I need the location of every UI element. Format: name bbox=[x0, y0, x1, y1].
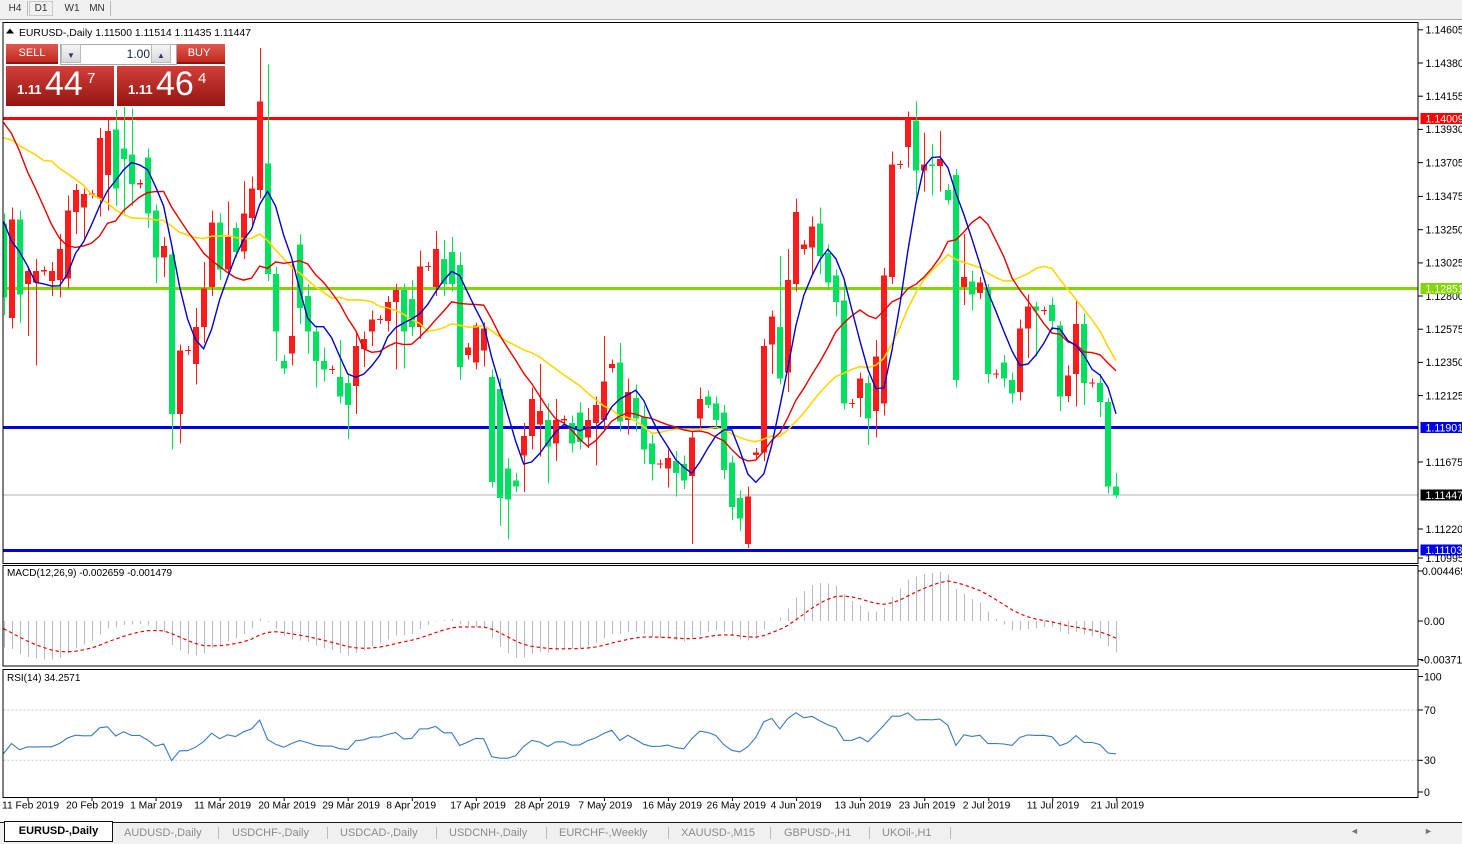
svg-text:1.14605: 1.14605 bbox=[1426, 25, 1462, 37]
svg-text:17 Apr 2019: 17 Apr 2019 bbox=[450, 801, 506, 812]
svg-text:1.11901: 1.11901 bbox=[1426, 422, 1462, 434]
svg-text:13 Jun 2019: 13 Jun 2019 bbox=[835, 801, 892, 812]
svg-text:EURUSD-,Daily 1.11500 1.11514: EURUSD-,Daily 1.11500 1.11514 1.11435 1.… bbox=[19, 28, 251, 39]
svg-text:1.14009: 1.14009 bbox=[1426, 113, 1462, 125]
svg-text:-0.003715: -0.003715 bbox=[1421, 654, 1462, 666]
svg-text:23 Jun 2019: 23 Jun 2019 bbox=[899, 801, 956, 812]
svg-text:20 Mar 2019: 20 Mar 2019 bbox=[258, 801, 316, 812]
svg-text:1.13705: 1.13705 bbox=[1426, 157, 1462, 169]
svg-text:70: 70 bbox=[1424, 705, 1436, 717]
svg-text:1.12125: 1.12125 bbox=[1426, 390, 1462, 402]
svg-text:2 Jul 2019: 2 Jul 2019 bbox=[963, 801, 1011, 812]
svg-text:11 Feb 2019: 11 Feb 2019 bbox=[2, 801, 59, 812]
svg-text:1.13475: 1.13475 bbox=[1426, 191, 1462, 203]
svg-text:26 May 2019: 26 May 2019 bbox=[707, 801, 767, 812]
svg-text:1.14155: 1.14155 bbox=[1426, 91, 1462, 103]
svg-text:21 Jul 2019: 21 Jul 2019 bbox=[1091, 801, 1145, 812]
svg-text:1.13930: 1.13930 bbox=[1426, 124, 1462, 136]
svg-text:1.12575: 1.12575 bbox=[1426, 324, 1462, 336]
svg-text:28 Apr 2019: 28 Apr 2019 bbox=[514, 801, 570, 812]
svg-text:1.14380: 1.14380 bbox=[1426, 58, 1462, 70]
svg-text:1.12851: 1.12851 bbox=[1426, 283, 1462, 295]
svg-text:29 Mar 2019: 29 Mar 2019 bbox=[322, 801, 380, 812]
svg-text:7 May 2019: 7 May 2019 bbox=[578, 801, 632, 812]
svg-text:11 Mar 2019: 11 Mar 2019 bbox=[194, 801, 251, 812]
svg-text:1.11103: 1.11103 bbox=[1426, 545, 1462, 557]
svg-text:11 Jul 2019: 11 Jul 2019 bbox=[1027, 801, 1080, 812]
svg-text:1.13250: 1.13250 bbox=[1426, 225, 1462, 237]
svg-text:30: 30 bbox=[1424, 755, 1436, 767]
svg-text:4 Jun 2019: 4 Jun 2019 bbox=[771, 801, 822, 812]
svg-text:100: 100 bbox=[1424, 671, 1442, 683]
svg-text:8 Apr 2019: 8 Apr 2019 bbox=[386, 801, 436, 812]
svg-text:1.11220: 1.11220 bbox=[1426, 524, 1462, 536]
svg-text:MACD(12,26,9) -0.002659 -0.001: MACD(12,26,9) -0.002659 -0.001479 bbox=[7, 568, 173, 579]
svg-text:1.11675: 1.11675 bbox=[1426, 457, 1462, 469]
svg-text:RSI(14) 34.2571: RSI(14) 34.2571 bbox=[7, 673, 81, 684]
svg-text:1.11447: 1.11447 bbox=[1426, 490, 1462, 502]
svg-text:0.00: 0.00 bbox=[1424, 616, 1445, 628]
svg-text:1.13025: 1.13025 bbox=[1426, 258, 1462, 270]
svg-text:20 Feb 2019: 20 Feb 2019 bbox=[66, 801, 124, 812]
svg-text:16 May 2019: 16 May 2019 bbox=[643, 801, 703, 812]
svg-text:0: 0 bbox=[1424, 787, 1430, 799]
svg-text:1 Mar 2019: 1 Mar 2019 bbox=[130, 801, 182, 812]
svg-text:0.004465: 0.004465 bbox=[1422, 566, 1462, 578]
svg-text:1.12350: 1.12350 bbox=[1426, 357, 1462, 369]
